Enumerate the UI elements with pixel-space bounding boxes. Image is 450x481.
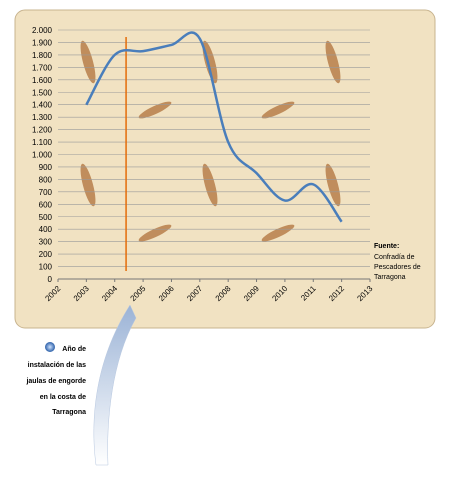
y-tick-label: 2.000 [32,26,53,35]
y-tick-label: 300 [39,238,53,247]
source-text: Tarragona [374,274,406,281]
arrow [93,304,137,466]
y-tick-label: 1.600 [32,76,53,85]
y-tick-label: 1.900 [32,38,53,47]
y-tick-label: 1.500 [32,88,53,97]
y-tick-label: 1.800 [32,51,53,60]
globe-icon [45,342,55,352]
annotation-line: Tarragona [52,409,86,416]
y-tick-label: 200 [39,250,53,259]
y-tick-label: 1.000 [32,151,53,160]
y-tick-label: 100 [39,263,53,272]
annotation: Año de instalación de las jaulas de engo… [25,346,86,416]
panel [14,9,436,329]
source-text: Confradía de [374,254,415,261]
y-tick-label: 900 [39,163,53,172]
y-tick-label: 800 [39,175,53,184]
y-tick-label: 400 [39,225,53,234]
annotation-line: Año de [62,346,86,353]
y-tick-label: 1.200 [32,126,53,135]
y-tick-label: 700 [39,188,53,197]
y-tick-label: 1.400 [32,101,53,110]
y-tick-label: 1.300 [32,113,53,122]
y-tick-label: 1.100 [32,138,53,147]
series-line [85,31,343,223]
annotation-line: en la costa de [40,394,86,401]
y-tick-label: 1.700 [32,63,53,72]
y-tick-label: 0 [48,275,53,284]
source-text: Pescadores de [374,264,421,271]
y-tick-label: 500 [39,213,53,222]
source-label: Fuente: [374,243,399,250]
annotation-line: jaulas de engorde [25,378,86,385]
fish-decorations [80,40,341,242]
annotation-line: instalación de las [28,362,86,369]
y-tick-label: 600 [39,200,53,209]
